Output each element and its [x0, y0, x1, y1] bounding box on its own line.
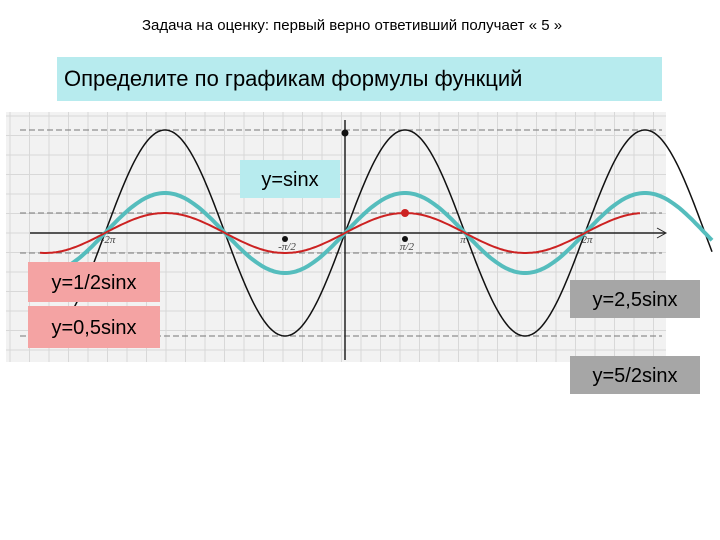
point	[282, 236, 288, 242]
axis-label: π	[460, 234, 466, 246]
answer-text: y=0,5sinx	[51, 317, 136, 339]
point	[341, 129, 349, 137]
answer-text: y=2,5sinx	[592, 289, 677, 311]
answer-box	[570, 356, 700, 394]
answer-box	[240, 160, 340, 198]
axis-label: -2π	[101, 234, 116, 246]
header-title: Задача на оценку: первый верно ответивши…	[142, 17, 562, 34]
curve-teal	[59, 191, 714, 275]
answer-box	[28, 262, 160, 302]
task-text: Определите по графикам формулы функций	[64, 66, 522, 91]
task-box	[57, 57, 662, 101]
axis-label: 2π	[581, 234, 593, 246]
answer-box	[570, 280, 700, 318]
curve-red	[39, 212, 641, 254]
answer-text: y=5/2sinx	[592, 365, 677, 387]
answer-text: y=sinx	[261, 169, 318, 191]
curve-black	[69, 129, 713, 337]
answer-boxes: y=sinx y=1/2sinx y=0,5sinx y=2,5sinx y=5/2si…	[28, 160, 700, 394]
answer-box	[28, 306, 160, 348]
arrow	[656, 227, 668, 239]
point	[402, 236, 408, 242]
axis-label: -π/2	[278, 241, 296, 253]
axis-label: π/2	[400, 241, 415, 253]
point	[401, 209, 409, 217]
answer-text: y=1/2sinx	[51, 272, 136, 294]
